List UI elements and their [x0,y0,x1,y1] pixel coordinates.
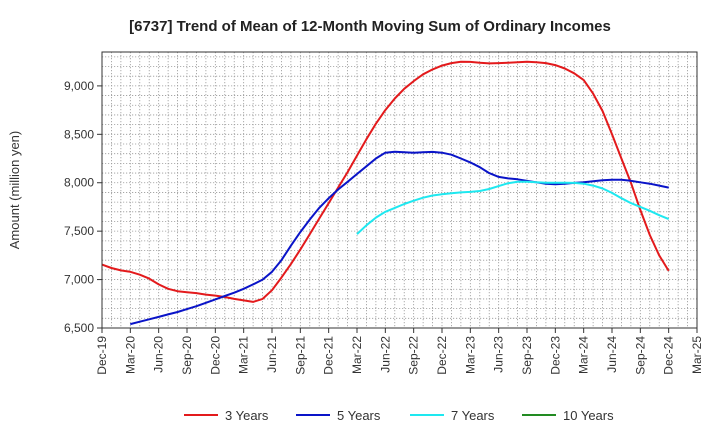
x-tick-label: Mar-20 [123,336,137,374]
y-tick-label: 8,000 [64,176,94,190]
x-tick-label: Sep-22 [407,336,421,375]
series-lines [101,60,670,326]
y-tick-label: 7,000 [64,273,94,287]
x-axis: Dec-19 Mar-20 Jun-20 Sep-20 Dec-20 Mar-21 Jun-… [95,328,704,375]
legend-label: 3 Years [225,408,269,423]
x-tick-label: Jun-21 [265,336,279,373]
x-tick-label: Mar-22 [350,336,364,374]
x-tick-label: Dec-24 [662,336,676,375]
x-tick-label: Mar-24 [577,336,591,374]
x-tick-label: Jun-24 [605,336,619,373]
series-line-3-years [101,60,670,303]
y-tick-label: 8,500 [64,127,94,141]
legend-label: 10 Years [563,408,614,423]
x-tick-label: Jun-23 [492,336,506,373]
chart-title: [6737] Trend of Mean of 12-Month Moving … [129,18,611,35]
y-axis: 6,500 7,000 7,500 8,000 8,500 9,000 [64,79,102,335]
x-tick-label: Mar-23 [463,336,477,374]
x-tick-label: Mar-25 [690,336,704,374]
x-tick-label: Dec-21 [322,336,336,375]
legend-label: 5 Years [337,408,381,423]
x-tick-label: Jun-20 [152,336,166,373]
x-tick-label: Sep-24 [633,336,647,375]
x-tick-label: Sep-21 [293,336,307,375]
x-tick-label: Jun-22 [378,336,392,373]
x-tick-label: Dec-19 [95,336,109,375]
y-axis-label: Amount (million yen) [7,131,22,250]
x-tick-label: Dec-20 [208,336,222,375]
legend: 3 Years 5 Years 7 Years 10 Years [184,408,614,423]
x-tick-label: Dec-23 [548,336,562,375]
y-tick-label: 7,500 [64,224,94,238]
series-line-7-years [356,180,670,235]
x-tick-label: Sep-23 [520,336,534,375]
grid [101,52,698,329]
plot-background [102,52,697,328]
x-tick-label: Dec-22 [435,336,449,375]
x-tick-label: Mar-21 [237,336,251,374]
y-tick-label: 6,500 [64,321,94,335]
plot-frame [101,51,698,329]
x-tick-label: Sep-20 [180,336,194,375]
y-tick-label: 9,000 [64,79,94,93]
legend-label: 7 Years [451,408,495,423]
